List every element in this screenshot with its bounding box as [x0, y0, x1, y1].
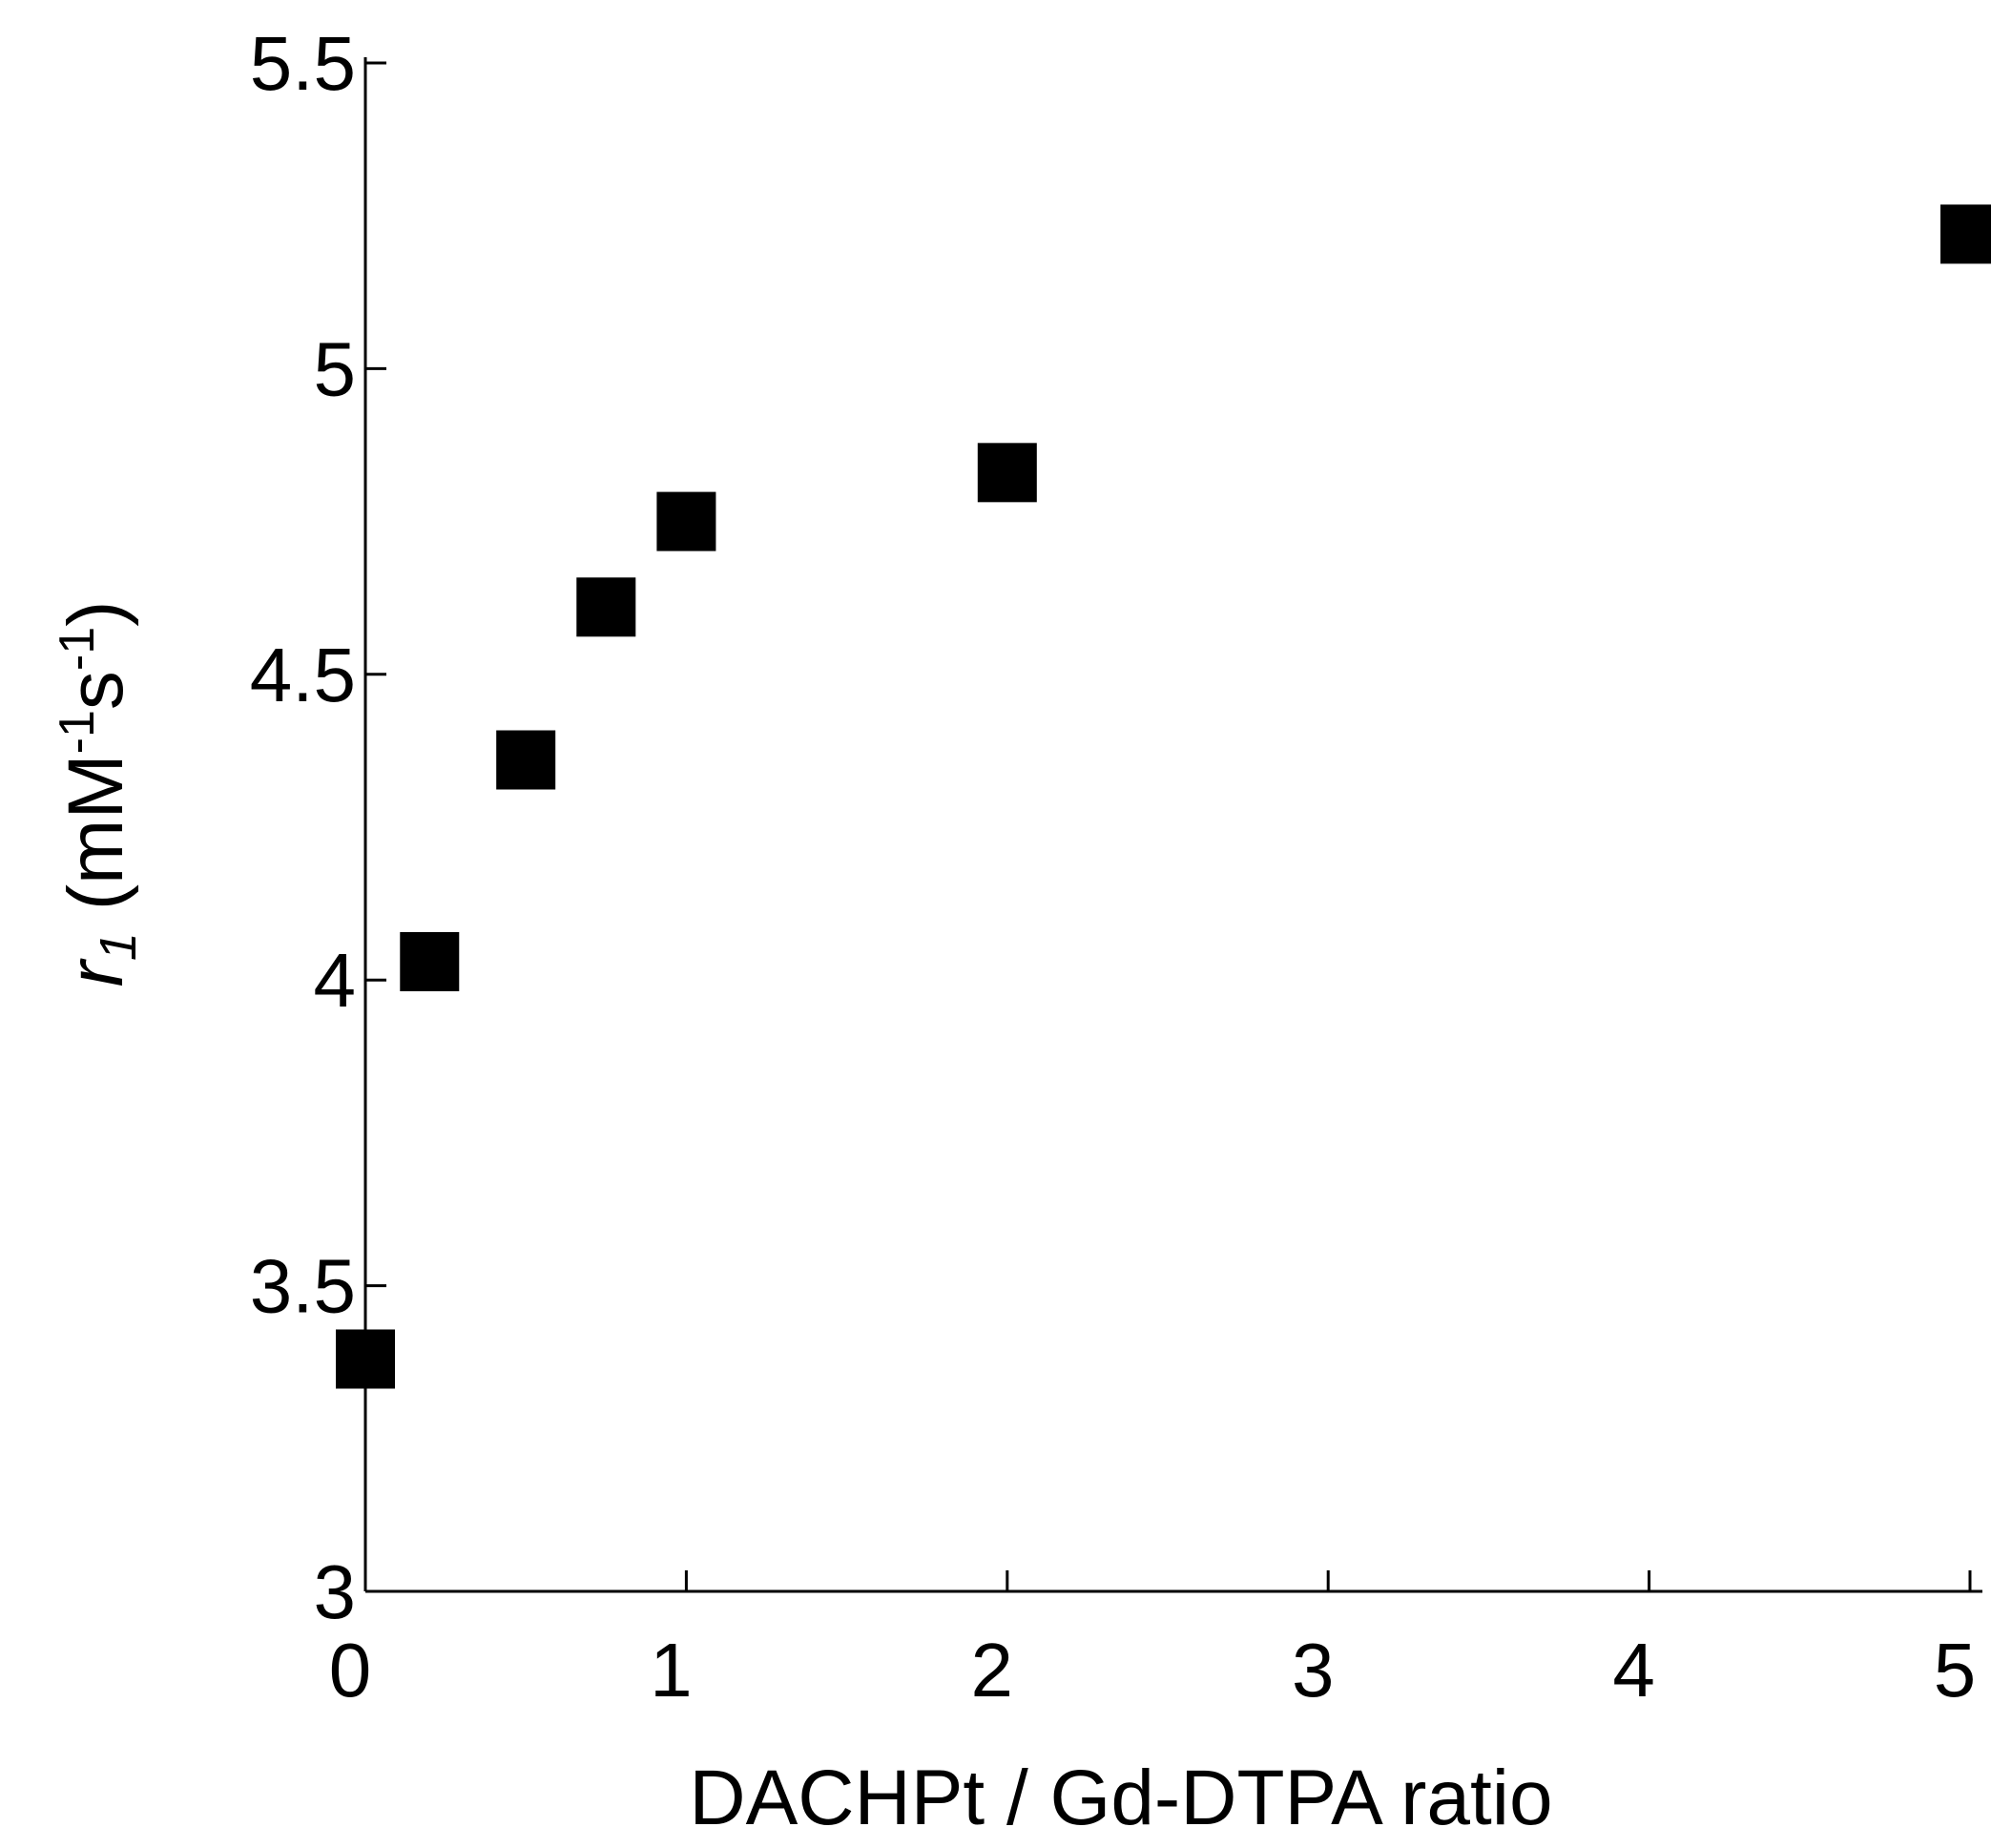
- y-axis-exponent-1: -1: [50, 710, 105, 754]
- y-axis-units-prefix: (mM: [52, 754, 139, 932]
- x-tick-label: 2: [971, 1628, 1014, 1713]
- y-axis-units-middle: s: [52, 671, 139, 710]
- y-axis-units-suffix: ): [52, 601, 139, 627]
- x-tick-label: 0: [329, 1628, 372, 1713]
- data-point: [656, 491, 716, 551]
- y-tick-label: 5.5: [250, 21, 356, 106]
- data-point: [977, 443, 1037, 503]
- y-axis-exponent-2: -1: [50, 627, 105, 671]
- axes: [363, 57, 1982, 1593]
- data-point: [576, 577, 636, 637]
- y-ticks: 3 3.5 4 4.5 5 5.5: [250, 21, 386, 1634]
- x-axis-title: DACHPt / Gd-DTPA ratio: [689, 1755, 1552, 1841]
- y-axis-symbol: r: [52, 957, 139, 986]
- x-tick-label: 3: [1292, 1628, 1335, 1713]
- data-point: [496, 730, 556, 790]
- y-tick-label: 3: [314, 1549, 357, 1634]
- y-axis-title: r1 (mM-1s-1): [50, 601, 147, 987]
- y-axis-subscript: 1: [90, 932, 147, 961]
- x-tick-label: 5: [1934, 1628, 1977, 1713]
- y-tick-label: 4.5: [250, 633, 356, 717]
- y-tick-label: 4: [314, 938, 357, 1023]
- data-points: [336, 204, 1991, 1389]
- data-point: [400, 931, 460, 991]
- x-ticks: 0 1 2 3 4 5: [329, 1570, 1977, 1713]
- x-tick-label: 1: [650, 1628, 693, 1713]
- x-tick-label: 4: [1612, 1628, 1655, 1713]
- data-point: [1940, 204, 1991, 264]
- y-tick-label: 5: [314, 326, 357, 411]
- data-point: [336, 1329, 395, 1389]
- y-tick-label: 3.5: [250, 1244, 356, 1329]
